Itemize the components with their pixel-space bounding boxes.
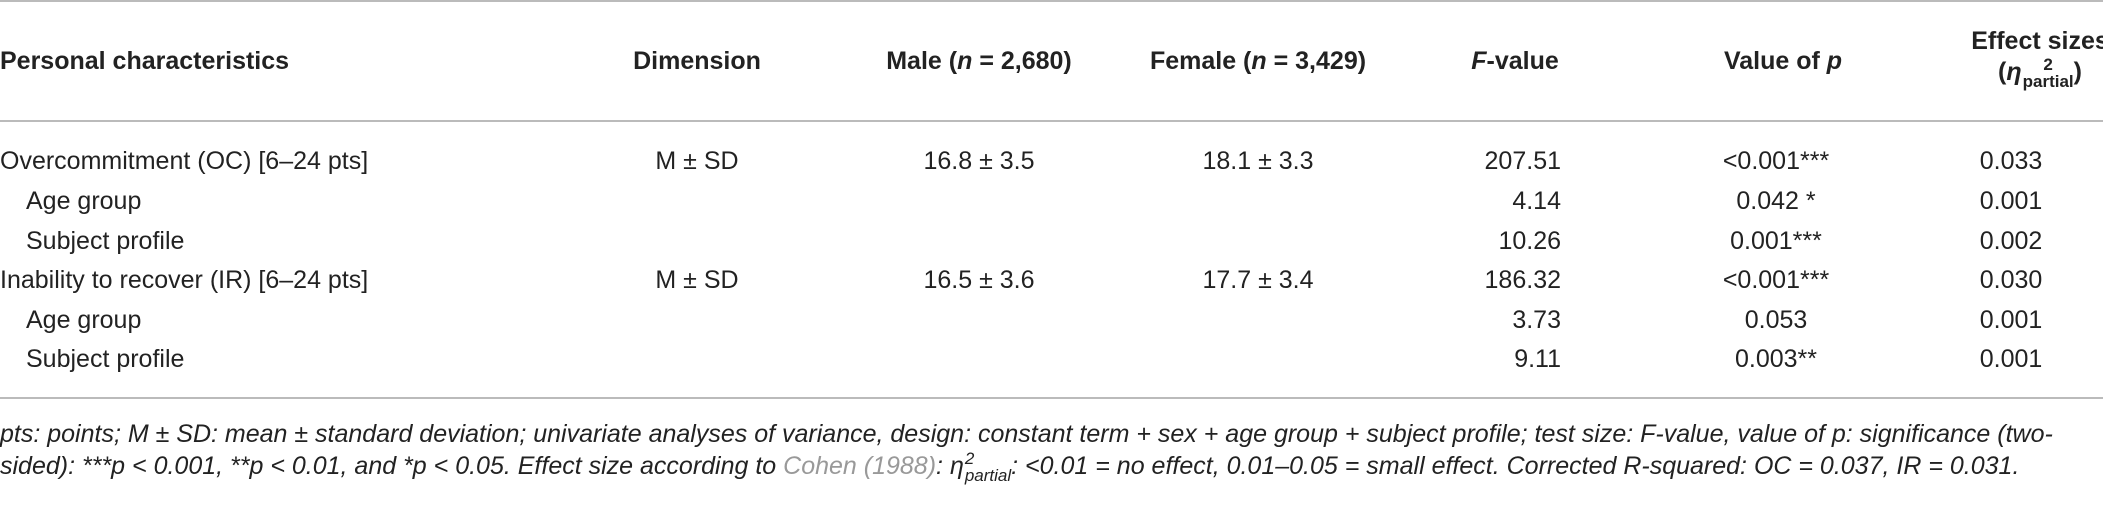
text: :: [936, 452, 950, 480]
text: : <0.01 = no effect, 0.01–0.05 = small e…: [1011, 452, 2020, 480]
table-cell: <0.001***: [1722, 266, 1830, 294]
text: F: [1471, 47, 1487, 75]
table-cell: 0.042 *: [1736, 187, 1816, 215]
table-cell: M ± SD: [655, 266, 739, 294]
text: 2: [2043, 55, 2053, 74]
text: p: [1826, 47, 1843, 75]
header-rule: [0, 120, 2103, 122]
text: = 3,429): [1266, 47, 1367, 75]
table-cell: M ± SD: [655, 147, 739, 175]
bottom-rule: [0, 397, 2103, 399]
table-cell: 186.32: [1484, 266, 1561, 294]
footnote: pts: points; M ± SD: mean ± standard dev…: [0, 418, 2090, 484]
text: n: [1251, 47, 1267, 75]
text: Effect sizes: [1971, 27, 2103, 55]
citation-link[interactable]: Cohen (1988): [783, 452, 937, 480]
header-cell: F-value: [1471, 46, 1559, 76]
table-cell: Age group: [26, 306, 142, 334]
table-cell: Inability to recover (IR) [6–24 pts]: [0, 266, 369, 294]
text: = 2,680): [972, 47, 1072, 75]
table-cell: 17.7 ± 3.4: [1202, 266, 1314, 294]
text: n: [957, 47, 973, 75]
text: Value of: [1723, 47, 1827, 75]
text: η: [949, 452, 964, 480]
text: Male (: [886, 47, 958, 75]
table-cell: Overcommitment (OC) [6–24 pts]: [0, 147, 369, 175]
text: (η 2 partial): [1971, 56, 2103, 90]
text: (: [1998, 57, 2007, 86]
table-cell: 16.8 ± 3.5: [923, 147, 1035, 175]
table-cell: 0.001: [1979, 306, 2043, 334]
table-cell: 0.053: [1744, 306, 1808, 334]
header-cell: Dimension: [633, 47, 761, 75]
header-cell: Personal characteristics: [0, 47, 290, 75]
table-cell: Subject profile: [26, 345, 185, 373]
table-cell: 10.26: [1498, 227, 1561, 255]
header-cell: Value of p: [1724, 46, 1842, 76]
table-cell: 207.51: [1484, 147, 1561, 175]
table-cell: 3.73: [1512, 306, 1561, 334]
table-cell: <0.001***: [1722, 147, 1830, 175]
text: η: [2006, 57, 2022, 86]
text: partial: [964, 466, 1012, 486]
text: ): [2073, 57, 2082, 86]
table-cell: 0.030: [1979, 266, 2043, 294]
table-cell: 0.033: [1979, 147, 2043, 175]
table-cell: 4.14: [1512, 187, 1561, 215]
text: Female (: [1149, 47, 1252, 75]
table-cell: Subject profile: [26, 227, 185, 255]
header-cell: Male (n = 2,680): [886, 46, 1072, 76]
text: -value: [1486, 47, 1559, 75]
text: pts: points; M ± SD: mean ± standard dev…: [0, 420, 2053, 480]
header-cell: Effect sizes (η 2 partial): [1971, 26, 2103, 90]
table-cell: 0.001: [1979, 187, 2043, 215]
table-cell: 0.003**: [1734, 345, 1818, 373]
text: 2: [964, 449, 975, 469]
table-cell: 18.1 ± 3.3: [1202, 147, 1314, 175]
table-cell: Age group: [26, 187, 142, 215]
top-rule: [0, 0, 2103, 2]
table-cell: 0.001: [1979, 345, 2043, 373]
table-cell: 9.11: [1514, 345, 1561, 373]
table-cell: 0.001***: [1730, 227, 1822, 255]
text: partial: [2022, 72, 2074, 91]
table-cell: 16.5 ± 3.6: [923, 266, 1035, 294]
header-cell: Female (n = 3,429): [1150, 46, 1366, 76]
table-cell: 0.002: [1979, 227, 2043, 255]
